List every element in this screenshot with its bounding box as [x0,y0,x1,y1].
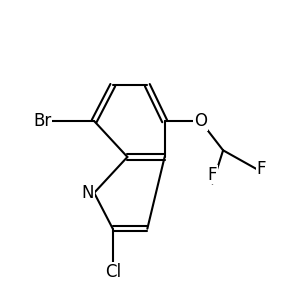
Text: N: N [82,184,94,202]
Text: F: F [208,166,217,184]
Text: O: O [194,112,207,130]
Text: Cl: Cl [105,263,121,281]
Text: Br: Br [33,112,52,130]
Text: F: F [256,160,266,178]
